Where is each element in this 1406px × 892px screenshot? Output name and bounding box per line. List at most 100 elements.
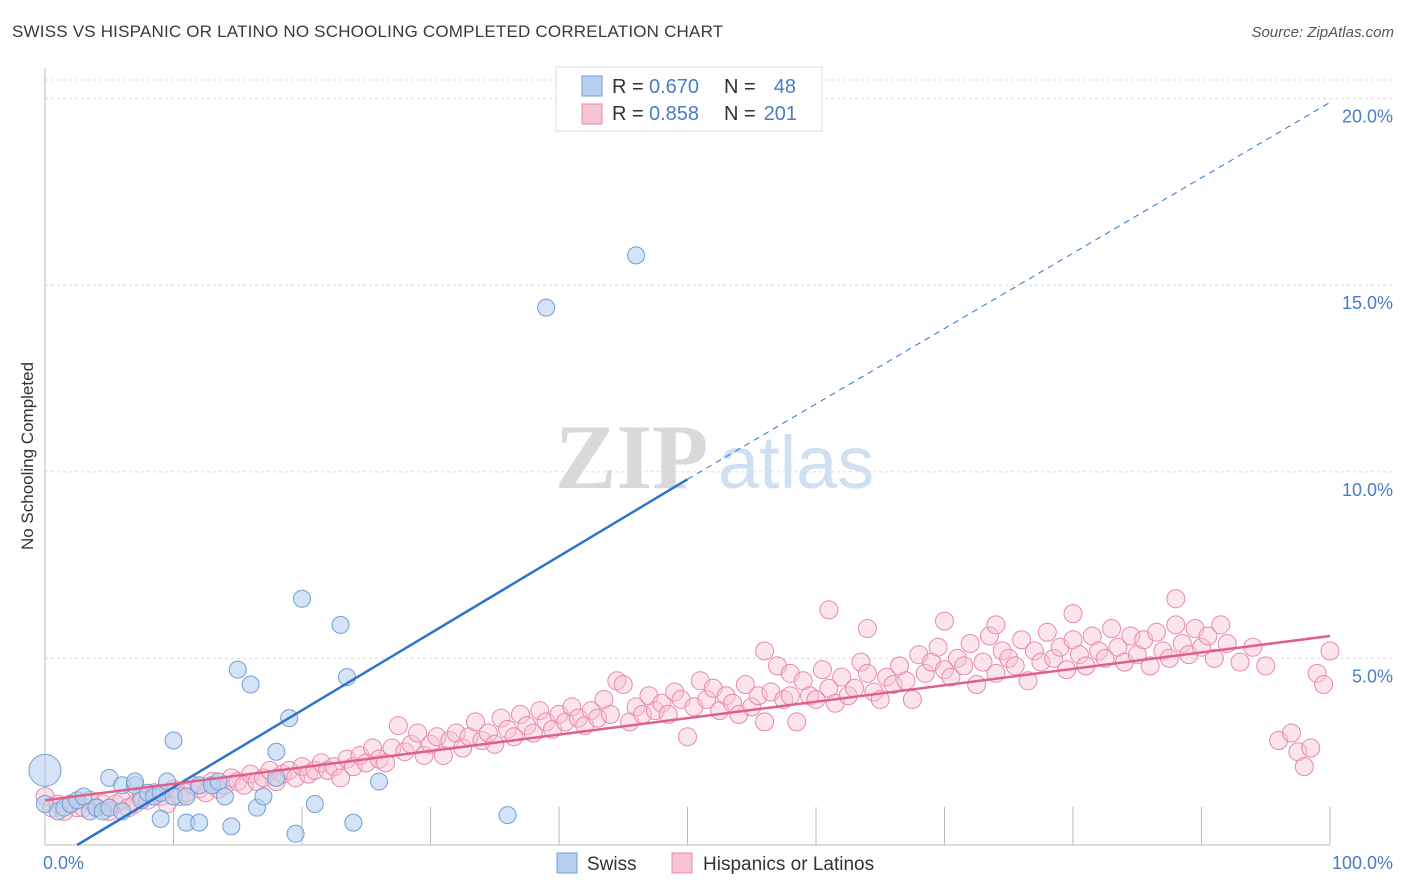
legend-n-label-swiss: N =	[724, 76, 756, 98]
data-point-hispanic	[755, 712, 775, 732]
data-point-swiss	[498, 806, 517, 825]
data-point-hispanic	[1005, 656, 1025, 676]
data-point-swiss	[125, 772, 144, 791]
data-point-hispanic	[774, 689, 794, 709]
data-point-hispanic	[947, 648, 967, 668]
data-point-hispanic	[979, 626, 999, 646]
series-legend: Swiss Hispanics or Latinos	[556, 852, 874, 875]
data-point-swiss	[254, 787, 273, 806]
trendlines	[44, 101, 1331, 847]
data-point-hispanic	[363, 738, 383, 758]
data-point-hispanic	[1069, 645, 1089, 665]
data-point-hispanic	[954, 656, 974, 676]
data-point-hispanic	[851, 652, 871, 672]
data-point-hispanic	[748, 686, 768, 706]
data-point-hispanic	[845, 678, 865, 698]
data-point-hispanic	[465, 712, 485, 732]
data-point-hispanic	[530, 701, 550, 721]
data-point-hispanic	[421, 734, 440, 754]
gridlines	[45, 79, 1395, 659]
data-point-swiss	[344, 813, 363, 832]
legend-swatch-hispanic	[581, 103, 603, 125]
y-tick-label: 5.0%	[1352, 666, 1393, 686]
data-point-swiss	[215, 787, 234, 806]
trendline-swiss-extension	[687, 101, 1331, 480]
data-point-swiss	[222, 817, 241, 836]
data-point-hispanic	[510, 704, 530, 724]
data-point-hispanic	[896, 671, 916, 691]
data-point-hispanic	[1172, 633, 1192, 653]
series-swiss-points	[28, 246, 646, 843]
data-point-hispanic	[1089, 641, 1109, 661]
data-point-swiss	[177, 787, 196, 806]
trendline-hispanic	[44, 634, 1331, 802]
data-point-hispanic	[491, 708, 511, 728]
y-tick-label: 10.0%	[1342, 480, 1393, 500]
legend-n-label-hispanic: N =	[724, 103, 756, 125]
series-legend-swatch-hispanic	[671, 852, 693, 874]
source-label: Source: ZipAtlas.com	[1251, 24, 1394, 41]
data-point-hispanic	[1044, 648, 1064, 668]
data-point-hispanic	[1166, 589, 1186, 609]
watermark: ZIP atlas	[555, 406, 874, 508]
data-point-hispanic	[613, 675, 633, 695]
data-point-hispanic	[800, 686, 820, 706]
data-point-swiss	[286, 824, 305, 843]
data-point-hispanic	[1281, 723, 1301, 743]
data-point-hispanic	[735, 675, 755, 695]
data-point-hispanic	[819, 600, 839, 620]
data-point-hispanic	[973, 652, 993, 672]
data-point-hispanic	[408, 723, 428, 743]
data-point-hispanic	[915, 663, 935, 683]
data-point-hispanic	[478, 723, 498, 743]
legend-r-label-swiss: R =	[612, 76, 644, 98]
data-point-hispanic	[992, 641, 1012, 661]
data-point-swiss	[190, 813, 209, 832]
data-point-swiss	[164, 731, 183, 750]
data-point-hispanic	[1037, 622, 1057, 642]
data-point-hispanic	[1031, 652, 1051, 672]
data-point-hispanic	[986, 615, 1006, 635]
data-point-hispanic	[517, 716, 537, 736]
legend-n-value-swiss: 48	[774, 76, 796, 98]
data-point-hispanic	[1102, 619, 1122, 639]
data-point-swiss	[228, 660, 247, 679]
data-point-swiss	[537, 298, 556, 317]
data-point-hispanic	[902, 689, 922, 709]
data-point-hispanic	[935, 611, 954, 631]
data-point-swiss	[293, 589, 311, 608]
data-point-hispanic	[877, 667, 897, 687]
data-point-hispanic	[1307, 663, 1327, 683]
data-point-swiss	[267, 742, 286, 761]
legend-n-value-hispanic: 201	[764, 103, 797, 125]
data-point-swiss	[151, 809, 170, 828]
data-point-hispanic	[999, 648, 1019, 668]
watermark-atlas: atlas	[718, 421, 874, 504]
data-point-hispanic	[1294, 757, 1314, 777]
data-point-hispanic	[780, 686, 800, 706]
data-point-hispanic	[1204, 648, 1224, 668]
data-point-hispanic	[1121, 626, 1141, 646]
series-legend-label-swiss: Swiss	[587, 854, 637, 875]
y-tick-label: 20.0%	[1342, 107, 1393, 127]
data-point-hispanic	[395, 742, 415, 762]
data-point-hispanic	[1198, 626, 1218, 646]
data-point-hispanic	[1301, 738, 1321, 758]
series-hispanics-points	[35, 589, 1340, 821]
data-point-hispanic	[716, 686, 736, 706]
data-point-hispanic	[857, 619, 877, 639]
legend-swatch-swiss	[581, 75, 603, 97]
x-tick-labels: 0.0% 100.0%	[43, 853, 1393, 873]
data-point-hispanic	[665, 682, 685, 702]
data-point-hispanic	[1140, 656, 1160, 676]
data-point-hispanic	[1256, 656, 1276, 676]
series-legend-swatch-swiss	[556, 852, 578, 874]
data-point-hispanic	[1024, 641, 1044, 661]
data-point-swiss	[305, 794, 324, 813]
chart-title: SWISS VS HISPANIC OR LATINO NO SCHOOLING…	[12, 22, 724, 41]
data-point-hispanic	[697, 689, 717, 709]
data-point-hispanic	[787, 712, 807, 732]
data-point-hispanic	[935, 660, 954, 680]
data-point-hispanic	[337, 749, 357, 769]
